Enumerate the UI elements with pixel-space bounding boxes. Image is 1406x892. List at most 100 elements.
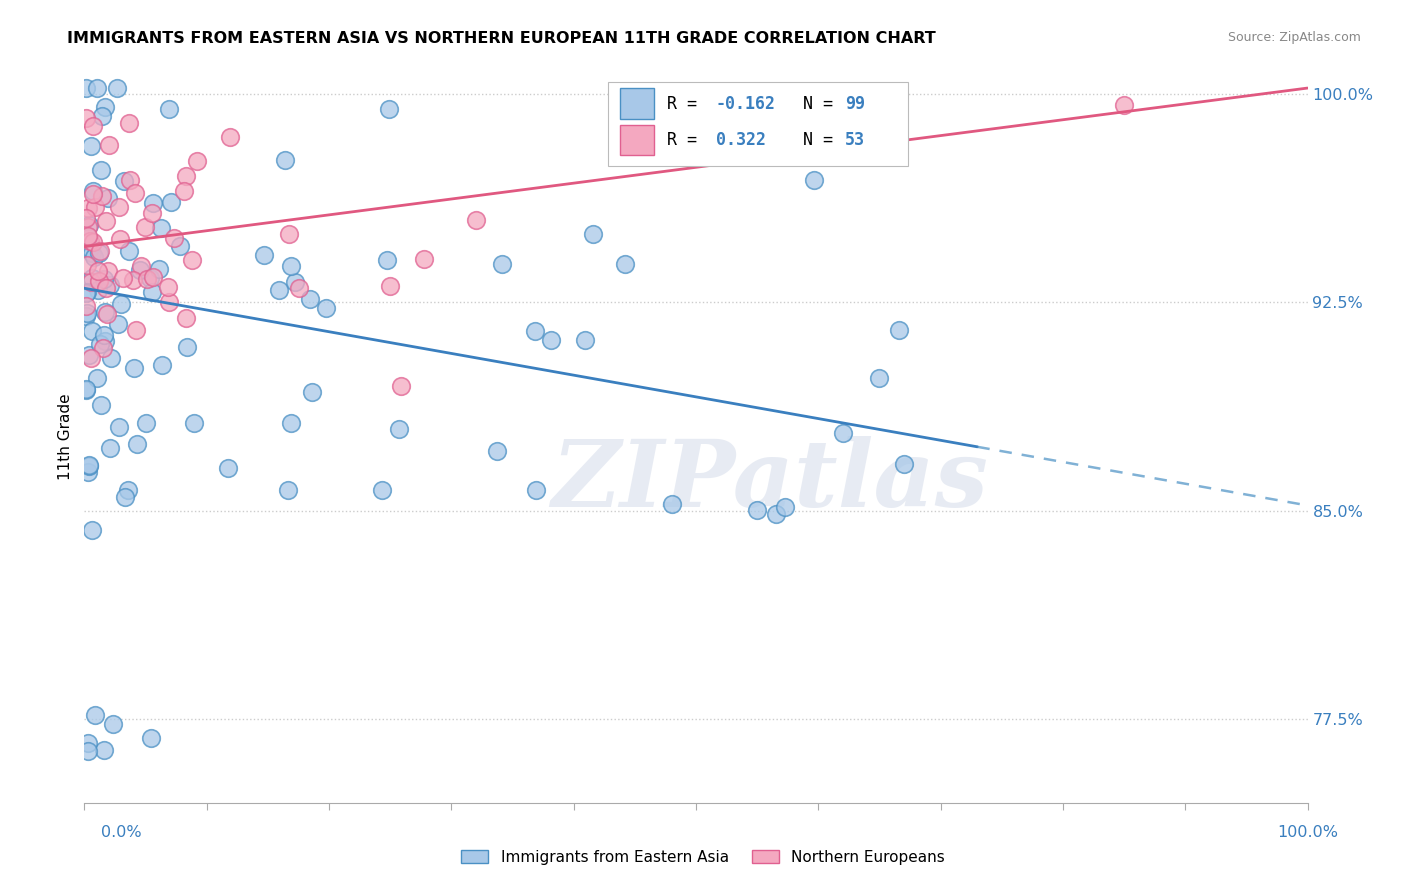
Point bbox=[114, 490, 136, 504]
Text: 99: 99 bbox=[845, 95, 865, 112]
Point bbox=[301, 384, 323, 399]
Point bbox=[75, 285, 97, 300]
Point bbox=[80, 139, 103, 153]
Point bbox=[253, 248, 276, 262]
Point bbox=[100, 351, 122, 365]
Point bbox=[524, 324, 547, 338]
Point bbox=[485, 443, 508, 458]
Point bbox=[217, 461, 239, 475]
Point bbox=[831, 425, 853, 440]
Point bbox=[80, 245, 103, 260]
Point bbox=[76, 258, 98, 272]
Text: IMMIGRANTS FROM EASTERN ASIA VS NORTHERN EUROPEAN 11TH GRADE CORRELATION CHART: IMMIGRANTS FROM EASTERN ASIA VS NORTHERN… bbox=[67, 31, 936, 46]
Text: R =: R = bbox=[666, 95, 707, 112]
Point bbox=[111, 271, 134, 285]
Point bbox=[75, 299, 97, 313]
Point bbox=[540, 333, 562, 347]
Point bbox=[128, 262, 150, 277]
Point bbox=[127, 437, 149, 451]
Point bbox=[299, 293, 322, 307]
Point bbox=[75, 383, 97, 397]
Point bbox=[186, 154, 208, 169]
Point bbox=[77, 220, 100, 235]
Point bbox=[380, 279, 402, 293]
Text: 0.0%: 0.0% bbox=[101, 825, 142, 840]
Point bbox=[129, 259, 152, 273]
Point bbox=[218, 130, 240, 145]
Point bbox=[491, 257, 513, 271]
Point bbox=[284, 276, 307, 290]
Point bbox=[118, 173, 141, 187]
Text: Source: ZipAtlas.com: Source: ZipAtlas.com bbox=[1227, 31, 1361, 45]
Point bbox=[105, 81, 128, 95]
Point bbox=[75, 81, 97, 95]
Point bbox=[77, 201, 100, 215]
Point bbox=[87, 283, 110, 297]
Point bbox=[176, 340, 198, 354]
Point bbox=[83, 201, 105, 215]
Point bbox=[280, 416, 302, 430]
Point bbox=[93, 742, 115, 756]
Point bbox=[89, 244, 111, 258]
Point bbox=[82, 184, 104, 198]
Point bbox=[90, 189, 112, 203]
Point bbox=[765, 507, 787, 521]
Point bbox=[315, 301, 337, 315]
Point bbox=[118, 116, 141, 130]
Point bbox=[183, 416, 205, 430]
Point bbox=[96, 307, 118, 321]
Point bbox=[76, 228, 98, 243]
Point bbox=[77, 458, 100, 472]
Y-axis label: 11th Grade: 11th Grade bbox=[58, 393, 73, 481]
Point bbox=[375, 252, 398, 267]
Point bbox=[378, 102, 401, 116]
Point bbox=[77, 459, 100, 474]
Point bbox=[94, 334, 117, 348]
Point bbox=[90, 163, 112, 178]
Point bbox=[135, 272, 157, 286]
Point bbox=[159, 194, 181, 209]
Point bbox=[524, 483, 547, 498]
Point bbox=[107, 317, 129, 331]
Text: ZIPatlas: ZIPatlas bbox=[551, 436, 988, 526]
Point bbox=[661, 497, 683, 511]
Point bbox=[98, 441, 121, 455]
Point bbox=[274, 153, 297, 168]
Point bbox=[747, 503, 769, 517]
Point bbox=[464, 213, 486, 227]
FancyBboxPatch shape bbox=[607, 82, 908, 167]
Point bbox=[150, 358, 173, 372]
Point bbox=[107, 420, 129, 434]
Point bbox=[157, 295, 180, 310]
Point bbox=[108, 232, 131, 246]
Point bbox=[135, 416, 157, 430]
Point bbox=[371, 483, 394, 498]
Point bbox=[141, 285, 163, 299]
Point bbox=[277, 483, 299, 497]
Point bbox=[75, 382, 97, 396]
Point bbox=[75, 211, 97, 226]
Point bbox=[97, 191, 120, 205]
Point bbox=[141, 206, 163, 220]
Point bbox=[89, 246, 111, 260]
FancyBboxPatch shape bbox=[620, 88, 654, 119]
Point bbox=[80, 324, 103, 338]
FancyBboxPatch shape bbox=[620, 125, 654, 155]
Point bbox=[278, 227, 301, 241]
Point bbox=[86, 371, 108, 385]
Point bbox=[87, 264, 110, 278]
Point bbox=[89, 398, 111, 412]
Point bbox=[181, 252, 204, 267]
Legend: Immigrants from Eastern Asia, Northern Europeans: Immigrants from Eastern Asia, Northern E… bbox=[454, 844, 952, 871]
Point bbox=[76, 465, 98, 479]
Point bbox=[75, 309, 97, 323]
Point bbox=[97, 263, 120, 277]
Point bbox=[76, 285, 98, 299]
Point bbox=[98, 138, 121, 153]
Point bbox=[139, 731, 162, 746]
Point bbox=[139, 271, 162, 285]
Point bbox=[142, 195, 165, 210]
Point bbox=[76, 306, 98, 320]
Point bbox=[893, 458, 915, 472]
Point bbox=[582, 227, 605, 241]
